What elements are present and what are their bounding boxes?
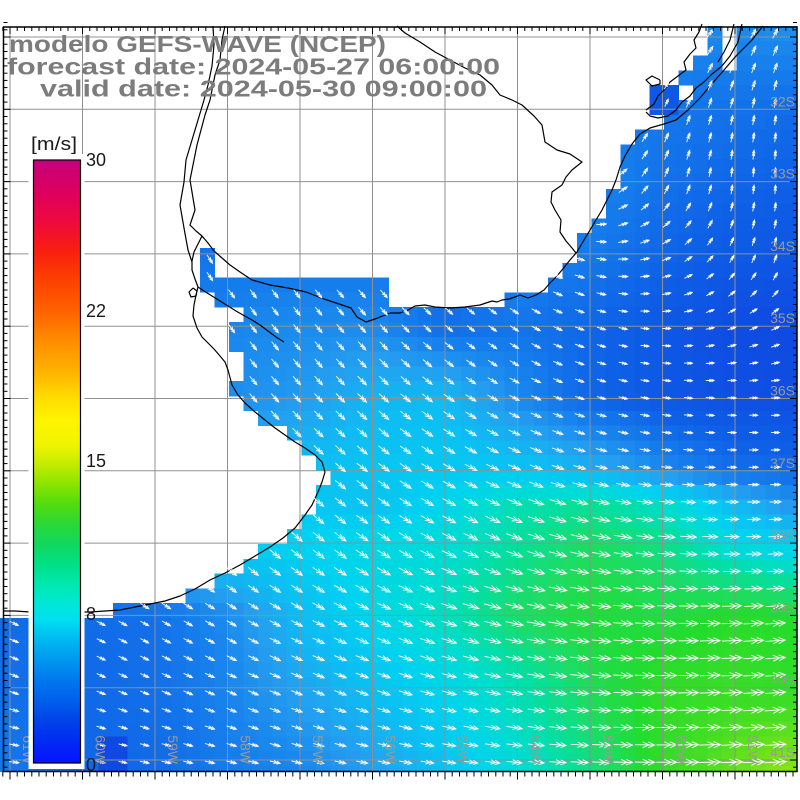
svg-text:41S: 41S: [770, 744, 795, 760]
svg-text:[m/s]: [m/s]: [31, 134, 77, 154]
svg-text:57W: 57W: [310, 735, 326, 765]
svg-text:59W: 59W: [165, 735, 181, 765]
svg-text:40S: 40S: [770, 672, 795, 688]
svg-text:15: 15: [86, 451, 106, 471]
svg-text:39S: 39S: [770, 599, 795, 615]
svg-text:forecast date: 2024-05-27 06:0: forecast date: 2024-05-27 06:00:00: [7, 54, 500, 80]
svg-text:38S: 38S: [770, 527, 795, 543]
svg-text:55W: 55W: [455, 735, 471, 765]
svg-text:53W: 53W: [600, 735, 616, 765]
svg-text:8: 8: [86, 604, 96, 624]
svg-text:33S: 33S: [770, 166, 795, 182]
svg-text:0: 0: [86, 755, 96, 775]
svg-text:60W: 60W: [93, 735, 109, 765]
svg-text:37S: 37S: [770, 455, 795, 471]
svg-text:34S: 34S: [770, 238, 795, 254]
svg-text:51W: 51W: [745, 735, 761, 765]
svg-text:52W: 52W: [673, 735, 689, 765]
svg-text:32S: 32S: [770, 93, 795, 109]
svg-text:54W: 54W: [528, 735, 544, 765]
svg-text:58W: 58W: [238, 735, 254, 765]
svg-text:modelo GEFS-WAVE (NCEP): modelo GEFS-WAVE (NCEP): [9, 31, 386, 57]
svg-text:56W: 56W: [383, 735, 399, 765]
svg-text:valid date: 2024-05-30 09:00:0: valid date: 2024-05-30 09:00:00: [40, 76, 487, 102]
svg-text:35S: 35S: [770, 310, 795, 326]
svg-text:30: 30: [86, 150, 106, 170]
svg-text:22: 22: [86, 301, 106, 321]
svg-text:36S: 36S: [770, 383, 795, 399]
